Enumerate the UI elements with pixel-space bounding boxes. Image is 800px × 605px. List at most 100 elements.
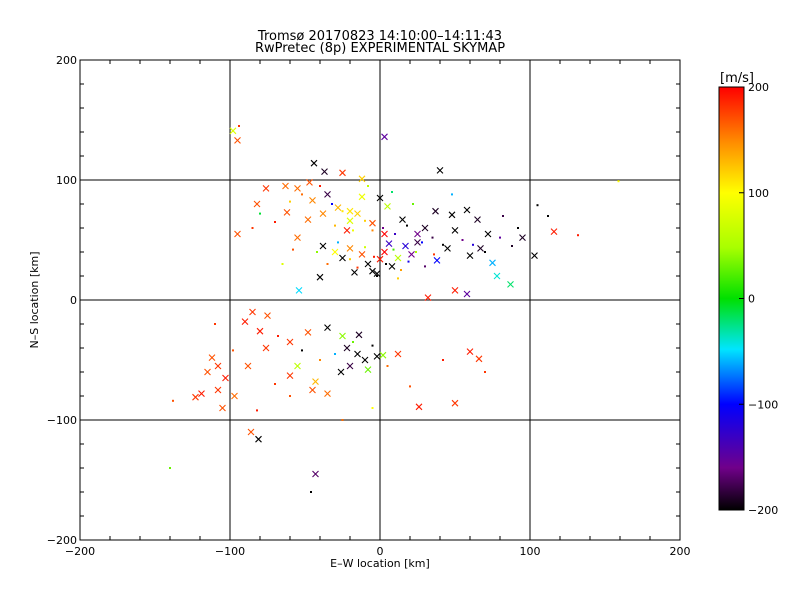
data-point [386,365,389,367]
data-point [259,212,261,215]
data-point [343,227,351,234]
y-tick-label: −200 [47,534,77,547]
data-point [309,386,316,394]
data-point [172,399,174,402]
data-point [367,185,369,187]
data-point [319,359,321,361]
data-point [364,246,366,249]
data-point [475,355,483,363]
data-point [309,197,316,204]
data-point [400,269,402,271]
data-point [256,327,264,335]
data-point [373,270,381,277]
data-point [421,241,423,244]
data-point [241,318,249,325]
data-point [301,193,303,196]
x-axis-label: E–W location [km] [330,557,430,570]
data-point [376,275,378,277]
data-point [354,350,361,358]
data-point [321,168,328,175]
data-point [414,239,421,246]
data-point [451,287,459,294]
data-point [204,368,211,376]
data-point [394,233,396,235]
data-point [214,386,222,394]
data-point [617,180,620,183]
data-point [463,290,471,298]
data-point [381,133,388,141]
data-point [337,241,339,244]
x-tick-label: 100 [520,545,541,558]
data-point [249,308,256,316]
x-tick-label: −200 [65,545,95,558]
data-point [319,185,321,187]
x-tick-label: −100 [215,545,245,558]
data-point [247,428,255,436]
data-point [341,419,344,421]
data-point [294,234,301,241]
data-point [373,353,381,360]
data-point [337,368,345,376]
data-point [352,341,354,343]
data-point [274,383,276,385]
data-point [198,390,205,397]
data-point [409,385,411,388]
data-point [238,125,240,127]
x-tick-label: 200 [670,545,691,558]
data-point [371,407,374,409]
data-point [295,287,303,294]
colorbar-tick-label: −200 [748,504,778,517]
data-point [536,204,539,207]
data-point [343,344,351,352]
data-point [289,395,291,397]
data-point [547,215,549,217]
data-point [282,182,289,190]
data-point [358,193,366,201]
data-point [431,236,434,239]
data-point [444,245,451,252]
data-point [256,409,258,412]
data-point [376,255,384,263]
data-point [474,216,481,223]
data-point [351,269,358,276]
data-point [264,312,271,319]
data-point [346,245,354,252]
data-point [421,224,429,232]
chart-subtitle: RwPretec (8p) EXPERIMENTAL SKYMAP [255,41,505,56]
y-tick-label: 0 [70,294,77,307]
data-point [371,344,374,347]
data-point [397,277,399,280]
data-point [511,245,513,247]
data-point [234,137,241,144]
data-point [334,224,336,227]
data-point [392,248,395,251]
data-point [493,272,501,280]
data-point [394,350,402,358]
data-point [331,203,333,205]
data-point [277,335,279,337]
data-point [346,362,354,370]
colorbar-label: [m/s] [720,71,754,86]
data-point [484,230,492,238]
data-point [415,403,423,411]
data-point [355,331,363,339]
data-point [192,393,199,401]
data-point [316,251,318,253]
data-point [424,265,426,268]
chart-title: Tromsø 20170823 14:10:00–14:11:43 [257,29,502,44]
data-point [231,392,238,400]
colorbar-tick-label: −100 [748,398,778,411]
data-point [502,215,504,217]
data-point [433,253,435,256]
data-point [442,243,444,246]
data-point [499,236,501,239]
data-point [466,348,474,355]
data-point [436,167,444,174]
colorbar-ticks: 200 100 0 −100 −200 [739,81,778,517]
data-point [281,263,284,265]
data-point [331,248,339,256]
data-point [312,378,319,385]
data-point [577,234,579,237]
data-point [517,227,519,229]
data-point [244,362,252,370]
